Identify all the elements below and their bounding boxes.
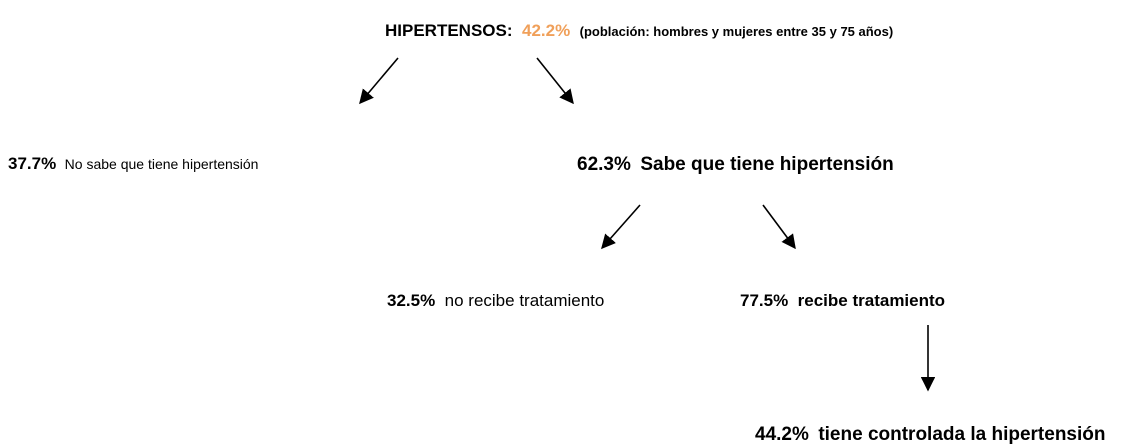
node: 37.7% No sabe que tiene hipertensión xyxy=(8,154,258,173)
node: 62.3% Sabe que tiene hipertensión xyxy=(577,154,894,175)
node-percent: 62.3% xyxy=(577,154,631,175)
root-percent: 42.2% xyxy=(522,21,570,40)
node: 77.5% recibe tratamiento xyxy=(740,291,945,310)
node-percent: 77.5% xyxy=(740,291,788,310)
root-note: (población: hombres y mujeres entre 35 y… xyxy=(580,24,894,39)
arrow xyxy=(536,57,574,105)
node-label: Sabe que tiene hipertensión xyxy=(640,154,893,175)
node-percent: 44.2% xyxy=(755,424,809,445)
node-label: no recibe tratamiento xyxy=(445,291,605,310)
node-label: recibe tratamiento xyxy=(798,291,945,310)
node-percent: 32.5% xyxy=(387,291,435,310)
arrow xyxy=(601,204,641,250)
arrow xyxy=(762,204,796,250)
node-label: No sabe que tiene hipertensión xyxy=(65,156,259,172)
arrow xyxy=(359,57,399,105)
root-label: HIPERTENSOS: xyxy=(385,21,513,40)
node: 32.5% no recibe tratamiento xyxy=(387,291,604,310)
node-label: tiene controlada la hipertensión xyxy=(818,424,1105,445)
node-percent: 37.7% xyxy=(8,154,56,173)
node: 44.2% tiene controlada la hipertensión xyxy=(755,424,1106,445)
root-node: HIPERTENSOS: 42.2% (población: hombres y… xyxy=(385,21,893,40)
